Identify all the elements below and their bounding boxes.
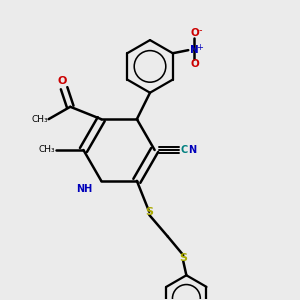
Text: CH₃: CH₃: [39, 146, 55, 154]
Text: S: S: [145, 207, 153, 217]
Text: CH₃: CH₃: [32, 115, 48, 124]
Text: N: N: [188, 145, 196, 155]
Text: +: +: [196, 43, 203, 52]
Text: O: O: [190, 59, 199, 69]
Text: C: C: [181, 145, 188, 155]
Text: -: -: [198, 25, 202, 35]
Text: S: S: [179, 253, 187, 263]
Text: N: N: [190, 45, 199, 55]
Text: NH: NH: [76, 184, 92, 194]
Text: O: O: [190, 28, 199, 38]
Text: O: O: [58, 76, 67, 86]
